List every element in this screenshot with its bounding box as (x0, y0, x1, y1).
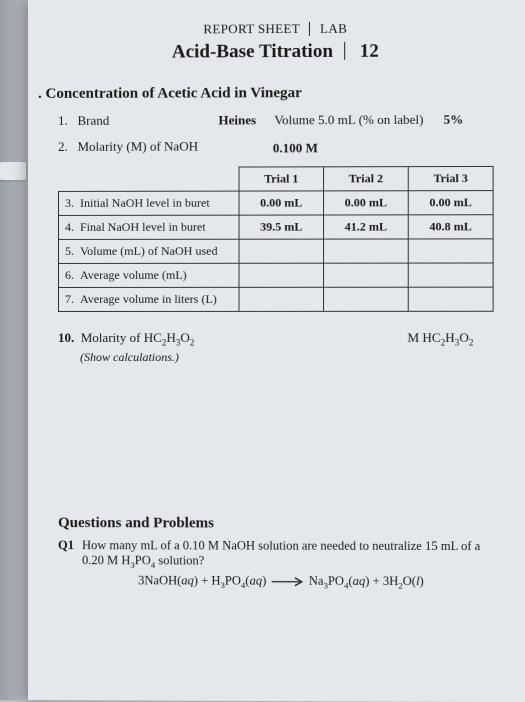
volume-label: Volume 5.0 mL (% on label) (274, 112, 425, 128)
row-label: 5. Volume (mL) of NaOH used (59, 239, 240, 263)
molarity-acetic-label: 10. Molarity of HC2H3O2 (58, 330, 194, 348)
report-sheet-page: REPORT SHEET LAB Acid-Base Titration 12 … (28, 0, 525, 702)
section-title: . Concentration of Acetic Acid in Vinega… (38, 84, 494, 103)
lab-number: 12 (360, 41, 379, 62)
header: REPORT SHEET LAB Acid-Base Titration 12 (58, 20, 494, 64)
table-cell (408, 239, 493, 263)
table-cell: 0.00 mL (324, 191, 409, 215)
show-calculations: (Show calculations.) (80, 350, 494, 365)
table-cell (408, 287, 493, 311)
table-row: 6. Average volume (mL) (59, 263, 494, 287)
col-trial2: Trial 2 (324, 167, 409, 191)
page-left-shadow (0, 0, 28, 700)
row-label: 4. Final NaOH level in buret (59, 215, 240, 239)
questions-title: Questions and Problems (58, 515, 494, 533)
table-corner (59, 167, 240, 191)
q1-number: Q1 (58, 538, 82, 570)
table-cell: 0.00 mL (408, 191, 493, 215)
table-cell (324, 287, 409, 311)
page-tab-cut (0, 162, 26, 180)
table-row: 7. Average volume in liters (L) (59, 287, 494, 311)
table-cell (239, 287, 324, 311)
header-divider (309, 22, 310, 36)
molarity-acetic-row: 10. Molarity of HC2H3O2 M HC2H3O2 (58, 330, 494, 348)
molarity-acetic-formula: M HC2H3O2 (407, 330, 473, 348)
table-row: 3. Initial NaOH level in buret0.00 mL0.0… (59, 191, 494, 216)
table-cell: 40.8 mL (408, 215, 493, 239)
table-row: 4. Final NaOH level in buret39.5 mL41.2 … (59, 215, 494, 240)
header-title: Acid-Base Titration (172, 41, 333, 63)
header-top: REPORT SHEET LAB (58, 20, 494, 38)
col-trial3: Trial 3 (408, 166, 493, 190)
header-title-divider (344, 42, 345, 60)
table-cell: 39.5 mL (239, 215, 324, 239)
header-title-row: Acid-Base Titration 12 (58, 40, 494, 64)
brand-value: Heines (218, 112, 256, 128)
header-right: LAB (320, 21, 347, 36)
brand-label: 1. Brand (58, 112, 218, 128)
question-1: Q1 How many mL of a 0.10 M NaOH solution… (58, 538, 494, 571)
row-label: 3. Initial NaOH level in buret (59, 191, 240, 215)
table-cell: 0.00 mL (239, 191, 324, 215)
percent-label: 5% (444, 112, 464, 128)
header-left: REPORT SHEET (203, 21, 299, 36)
table-cell (324, 239, 409, 263)
table-cell (324, 263, 409, 287)
table-cell (239, 239, 324, 263)
table-cell (408, 263, 493, 287)
data-table: Trial 1 Trial 2 Trial 3 3. Initial NaOH … (58, 166, 494, 312)
q1-body: How many mL of a 0.10 M NaOH solution ar… (82, 538, 494, 571)
table-cell: 41.2 mL (324, 215, 409, 239)
table-cell (239, 263, 324, 287)
brand-row: 1. Brand Heines Volume 5.0 mL (% on labe… (58, 112, 494, 129)
col-trial1: Trial 1 (239, 167, 324, 191)
row-label: 7. Average volume in liters (L) (59, 287, 240, 311)
table-row: 5. Volume (mL) of NaOH used (59, 239, 494, 264)
q1-equation: 3NaOH(aq) + H3PO4(aq) Na3PO4(aq) + 3H2O(… (138, 573, 493, 591)
reaction-arrow-icon (269, 577, 305, 587)
row-label: 6. Average volume (mL) (59, 263, 240, 287)
molarity-naoh-label: 2. Molarity (M) of NaOH (58, 138, 249, 155)
